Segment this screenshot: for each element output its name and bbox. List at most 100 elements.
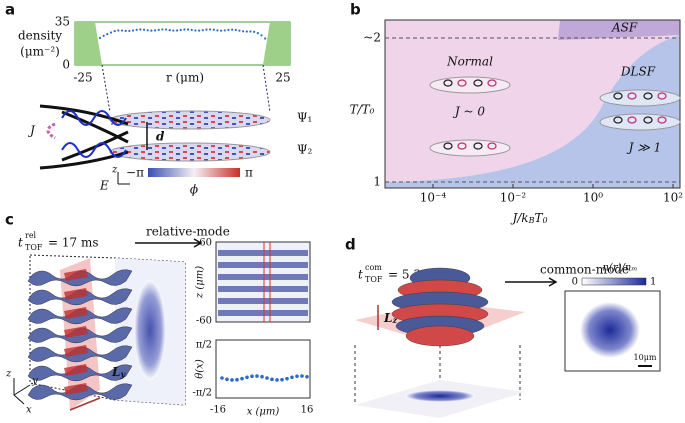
vortex <box>627 92 637 100</box>
profile-dot <box>209 28 212 31</box>
phase-dot <box>255 374 259 378</box>
x-tick: -25 <box>73 71 92 85</box>
profile-dot <box>146 29 149 32</box>
mode: relative-mode <box>146 225 230 239</box>
vortex <box>627 116 637 124</box>
profile-dot <box>172 29 175 32</box>
axis-x: x <box>26 405 32 416</box>
vortex <box>613 92 623 100</box>
disc <box>599 113 681 131</box>
phase-dot <box>220 376 224 380</box>
region-label: J ≫ 1 <box>626 141 662 155</box>
y-tick: -π/2 <box>192 388 212 399</box>
x-tick: 25 <box>275 71 290 85</box>
fringe <box>218 250 308 256</box>
shade <box>263 22 290 65</box>
region-label: J ~ 0 <box>452 105 485 119</box>
x-label: J/kBT0 <box>509 211 547 226</box>
fringes <box>218 250 308 316</box>
profile-dot <box>194 29 197 32</box>
time-sub: TOF <box>25 243 43 252</box>
frame <box>384 19 681 189</box>
phase-dot <box>275 378 279 382</box>
time-sub: TOF <box>365 275 383 284</box>
coupling: J <box>27 124 36 138</box>
phase-dot <box>225 377 229 382</box>
fringe <box>218 262 308 268</box>
profile-dot <box>264 37 267 40</box>
profile-dot <box>124 29 127 32</box>
vortex <box>643 116 653 124</box>
vortex <box>657 116 667 124</box>
profile-dot <box>164 28 168 31</box>
vortex <box>457 142 467 150</box>
phase-box <box>215 339 311 399</box>
psi: Ψ₁ <box>297 111 312 125</box>
phase-dot <box>300 374 304 378</box>
phase-profile <box>220 374 309 382</box>
vortex <box>657 92 667 100</box>
x-tick-label: 10⁻² <box>500 191 527 205</box>
panel-label: d <box>345 236 356 254</box>
slice <box>64 288 88 300</box>
profile-dot <box>205 28 208 31</box>
region-label: DLSF <box>620 65 656 79</box>
profile-dot <box>109 31 113 34</box>
density-profile <box>98 28 267 40</box>
profile-dot <box>120 29 124 32</box>
axes <box>13 378 31 405</box>
tunnel-arrow <box>46 122 56 140</box>
profile-dot <box>131 29 135 32</box>
fringe <box>218 310 308 316</box>
phase-dot <box>285 376 289 381</box>
profile-dot <box>212 28 215 31</box>
profile-dot <box>253 30 256 33</box>
profile-dot <box>117 29 120 32</box>
profile-dot <box>153 29 157 32</box>
profile-dot <box>242 30 245 33</box>
length: Lz <box>383 311 397 326</box>
density-box <box>74 21 291 66</box>
mode: common-mode <box>540 263 629 277</box>
profile-dot <box>260 34 263 37</box>
cbar-tick: 1 <box>650 277 656 288</box>
time-value: = 17 ms <box>48 236 99 250</box>
profile-dot <box>157 28 160 31</box>
profile-dot <box>190 28 193 32</box>
fringe <box>218 274 308 280</box>
y-tick: -60 <box>196 316 212 327</box>
time-sup: com <box>365 263 382 272</box>
x-label: r (μm) <box>166 71 204 85</box>
stack <box>27 269 133 401</box>
profile-dot <box>168 28 171 32</box>
phase-dot <box>240 376 244 381</box>
cbar-label: n(r)/nₘ <box>603 263 638 274</box>
vortex <box>443 142 453 150</box>
vortex <box>613 116 623 124</box>
time: t <box>358 268 363 282</box>
profile-dot <box>183 28 186 31</box>
profile-dot <box>161 28 164 31</box>
phase-dot <box>260 374 264 379</box>
profile-dot <box>216 29 219 32</box>
axis-y: y <box>31 376 38 387</box>
y-tick: π/2 <box>196 340 212 351</box>
phase-dot <box>270 377 274 382</box>
projection <box>134 280 166 380</box>
psi: Ψ₂ <box>297 143 313 157</box>
y-label: θ(x) <box>195 359 206 379</box>
potential <box>39 104 129 170</box>
y-tick: 35 <box>55 15 70 29</box>
slice <box>64 383 88 395</box>
vortex <box>487 142 497 150</box>
dlsf-region <box>385 35 680 188</box>
y-label: T/T₀ <box>350 103 375 117</box>
profile-dot <box>102 34 105 37</box>
arrow <box>505 277 558 287</box>
shell <box>405 325 475 347</box>
panel-label: c <box>5 211 14 229</box>
slice <box>64 345 88 357</box>
phase-dot <box>265 376 269 380</box>
scale: 10μm <box>634 353 657 362</box>
